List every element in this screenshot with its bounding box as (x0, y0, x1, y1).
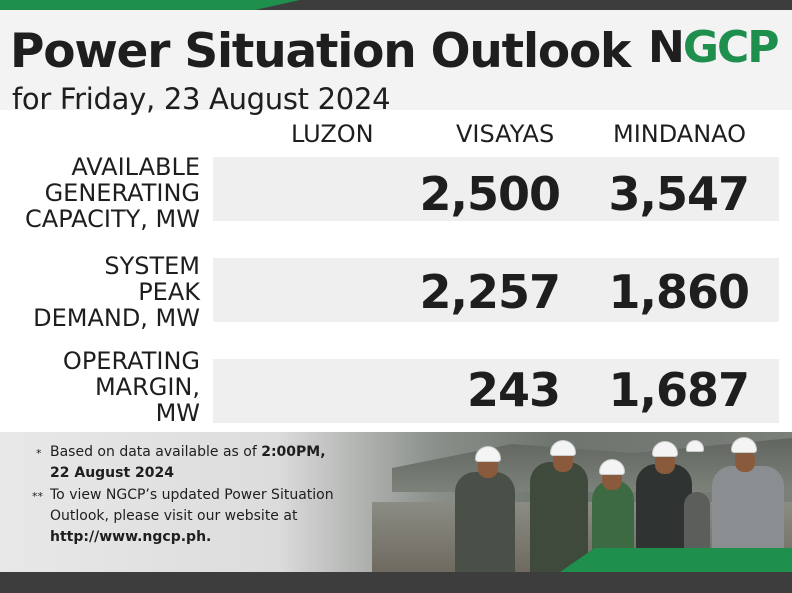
worker-figure (455, 472, 515, 572)
worker-face (655, 452, 675, 474)
row-label-line: GENERATING (44, 179, 200, 207)
row-label-line: AVAILABLE (71, 153, 200, 181)
ngcp-logo: N GCP (648, 22, 780, 73)
worker-face (735, 450, 755, 472)
row-label-line: SYSTEM (104, 252, 200, 280)
row-label-line: MW (155, 399, 200, 427)
row-band-available-capacity (213, 157, 779, 221)
logo-letters-gcp: GCP (682, 22, 780, 73)
value-mindanao-demand: 1,860 (608, 265, 750, 319)
note-date: 22 August 2024 (50, 465, 175, 481)
hard-hat-icon (550, 440, 576, 456)
row-label-operating-margin: OPERATING MARGIN, MW (63, 348, 200, 426)
note-website: To view NGCP’s updated Power Situation O… (50, 485, 334, 548)
note-double-asterisk: ** (32, 490, 43, 503)
note-line: http://www.ngcp.ph. (50, 527, 334, 548)
value-mindanao-capacity: 3,547 (608, 167, 750, 221)
row-label-line: PEAK (138, 278, 200, 306)
top-bar (0, 0, 792, 10)
row-band-operating-margin (213, 359, 779, 423)
note-time: 2:00PM, (261, 444, 326, 460)
value-visayas-demand: 2,257 (419, 265, 561, 319)
website-link[interactable]: http://www.ngcp.ph. (50, 529, 212, 545)
value-visayas-capacity: 2,500 (419, 167, 561, 221)
note-text: Based on data available as of (50, 444, 262, 460)
column-header-visayas: VISAYAS (456, 120, 555, 148)
note-line: To view NGCP’s updated Power Situation (50, 487, 334, 503)
row-label-peak-demand: SYSTEM PEAK DEMAND, MW (33, 253, 200, 331)
hard-hat-icon (731, 437, 757, 453)
value-visayas-margin: 243 (466, 363, 561, 417)
note-line: 22 August 2024 (50, 463, 326, 484)
hard-hat-icon (686, 440, 704, 452)
note-asterisk: * (36, 447, 42, 460)
footer-photo (0, 432, 792, 572)
page-title: Power Situation Outlook (10, 24, 631, 79)
bottom-accent-stripe (560, 548, 792, 572)
top-accent-stripe (0, 0, 300, 10)
header: Power Situation Outlook for Friday, 23 A… (0, 10, 792, 116)
bottom-bar (0, 572, 792, 593)
row-label-line: DEMAND, MW (33, 304, 200, 332)
hard-hat-icon (652, 441, 678, 457)
row-label-line: MARGIN, (94, 373, 200, 401)
row-label-available-capacity: AVAILABLE GENERATING CAPACITY, MW (25, 154, 200, 232)
column-header-mindanao: MINDANAO (613, 120, 747, 148)
note-line: Based on data available as of 2:00PM, (50, 442, 326, 463)
note-data-basis: Based on data available as of 2:00PM, 22… (50, 442, 326, 484)
logo-letter-n: N (648, 22, 685, 73)
row-label-line: OPERATING (62, 347, 200, 375)
value-mindanao-margin: 1,687 (608, 363, 750, 417)
row-label-line: CAPACITY, MW (25, 205, 200, 233)
page-subtitle: for Friday, 23 August 2024 (12, 82, 391, 116)
worker-figure (530, 462, 588, 572)
column-header-luzon: LUZON (291, 120, 374, 148)
row-band-peak-demand (213, 258, 779, 322)
note-line: Outlook, please visit our website at (50, 508, 298, 524)
